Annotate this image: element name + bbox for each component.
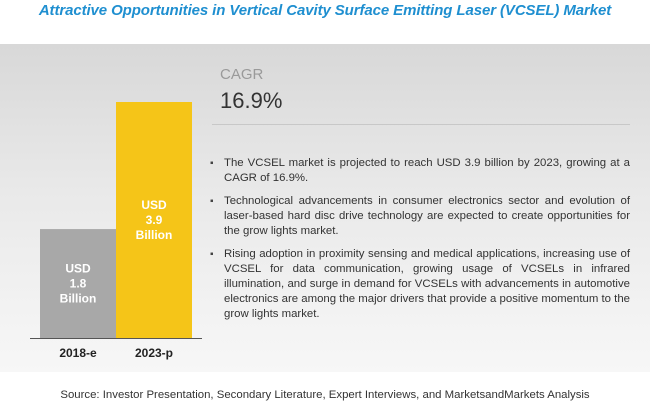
data-label: 1.8	[70, 277, 87, 291]
key-point: The VCSEL market is projected to reach U…	[210, 156, 630, 186]
category-label: 2018-e	[59, 346, 97, 360]
cagr-label: CAGR	[220, 66, 264, 83]
data-label: 3.9	[146, 213, 163, 227]
data-label: USD	[65, 262, 91, 276]
cagr-divider	[212, 124, 630, 125]
bar-2018-e	[40, 229, 116, 338]
category-label: 2023-p	[135, 346, 173, 360]
data-label: USD	[141, 198, 167, 212]
cagr-value: 16.9%	[220, 88, 283, 113]
bar-2023-p	[116, 102, 192, 338]
data-label: Billion	[136, 228, 173, 242]
source-note: Source: Investor Presentation, Secondary…	[60, 389, 590, 401]
data-label: Billion	[60, 292, 97, 306]
key-point: Rising adoption in proximity sensing and…	[210, 247, 630, 322]
chart-title: Attractive Opportunities in Vertical Cav…	[38, 2, 612, 19]
key-points-list: The VCSEL market is projected to reach U…	[210, 156, 630, 330]
content-panel: USD 1.8 Billion 2018-e USD 3.9 Billion 2023-p C…	[0, 44, 650, 372]
key-point: Technological advancements in consumer e…	[210, 194, 630, 239]
